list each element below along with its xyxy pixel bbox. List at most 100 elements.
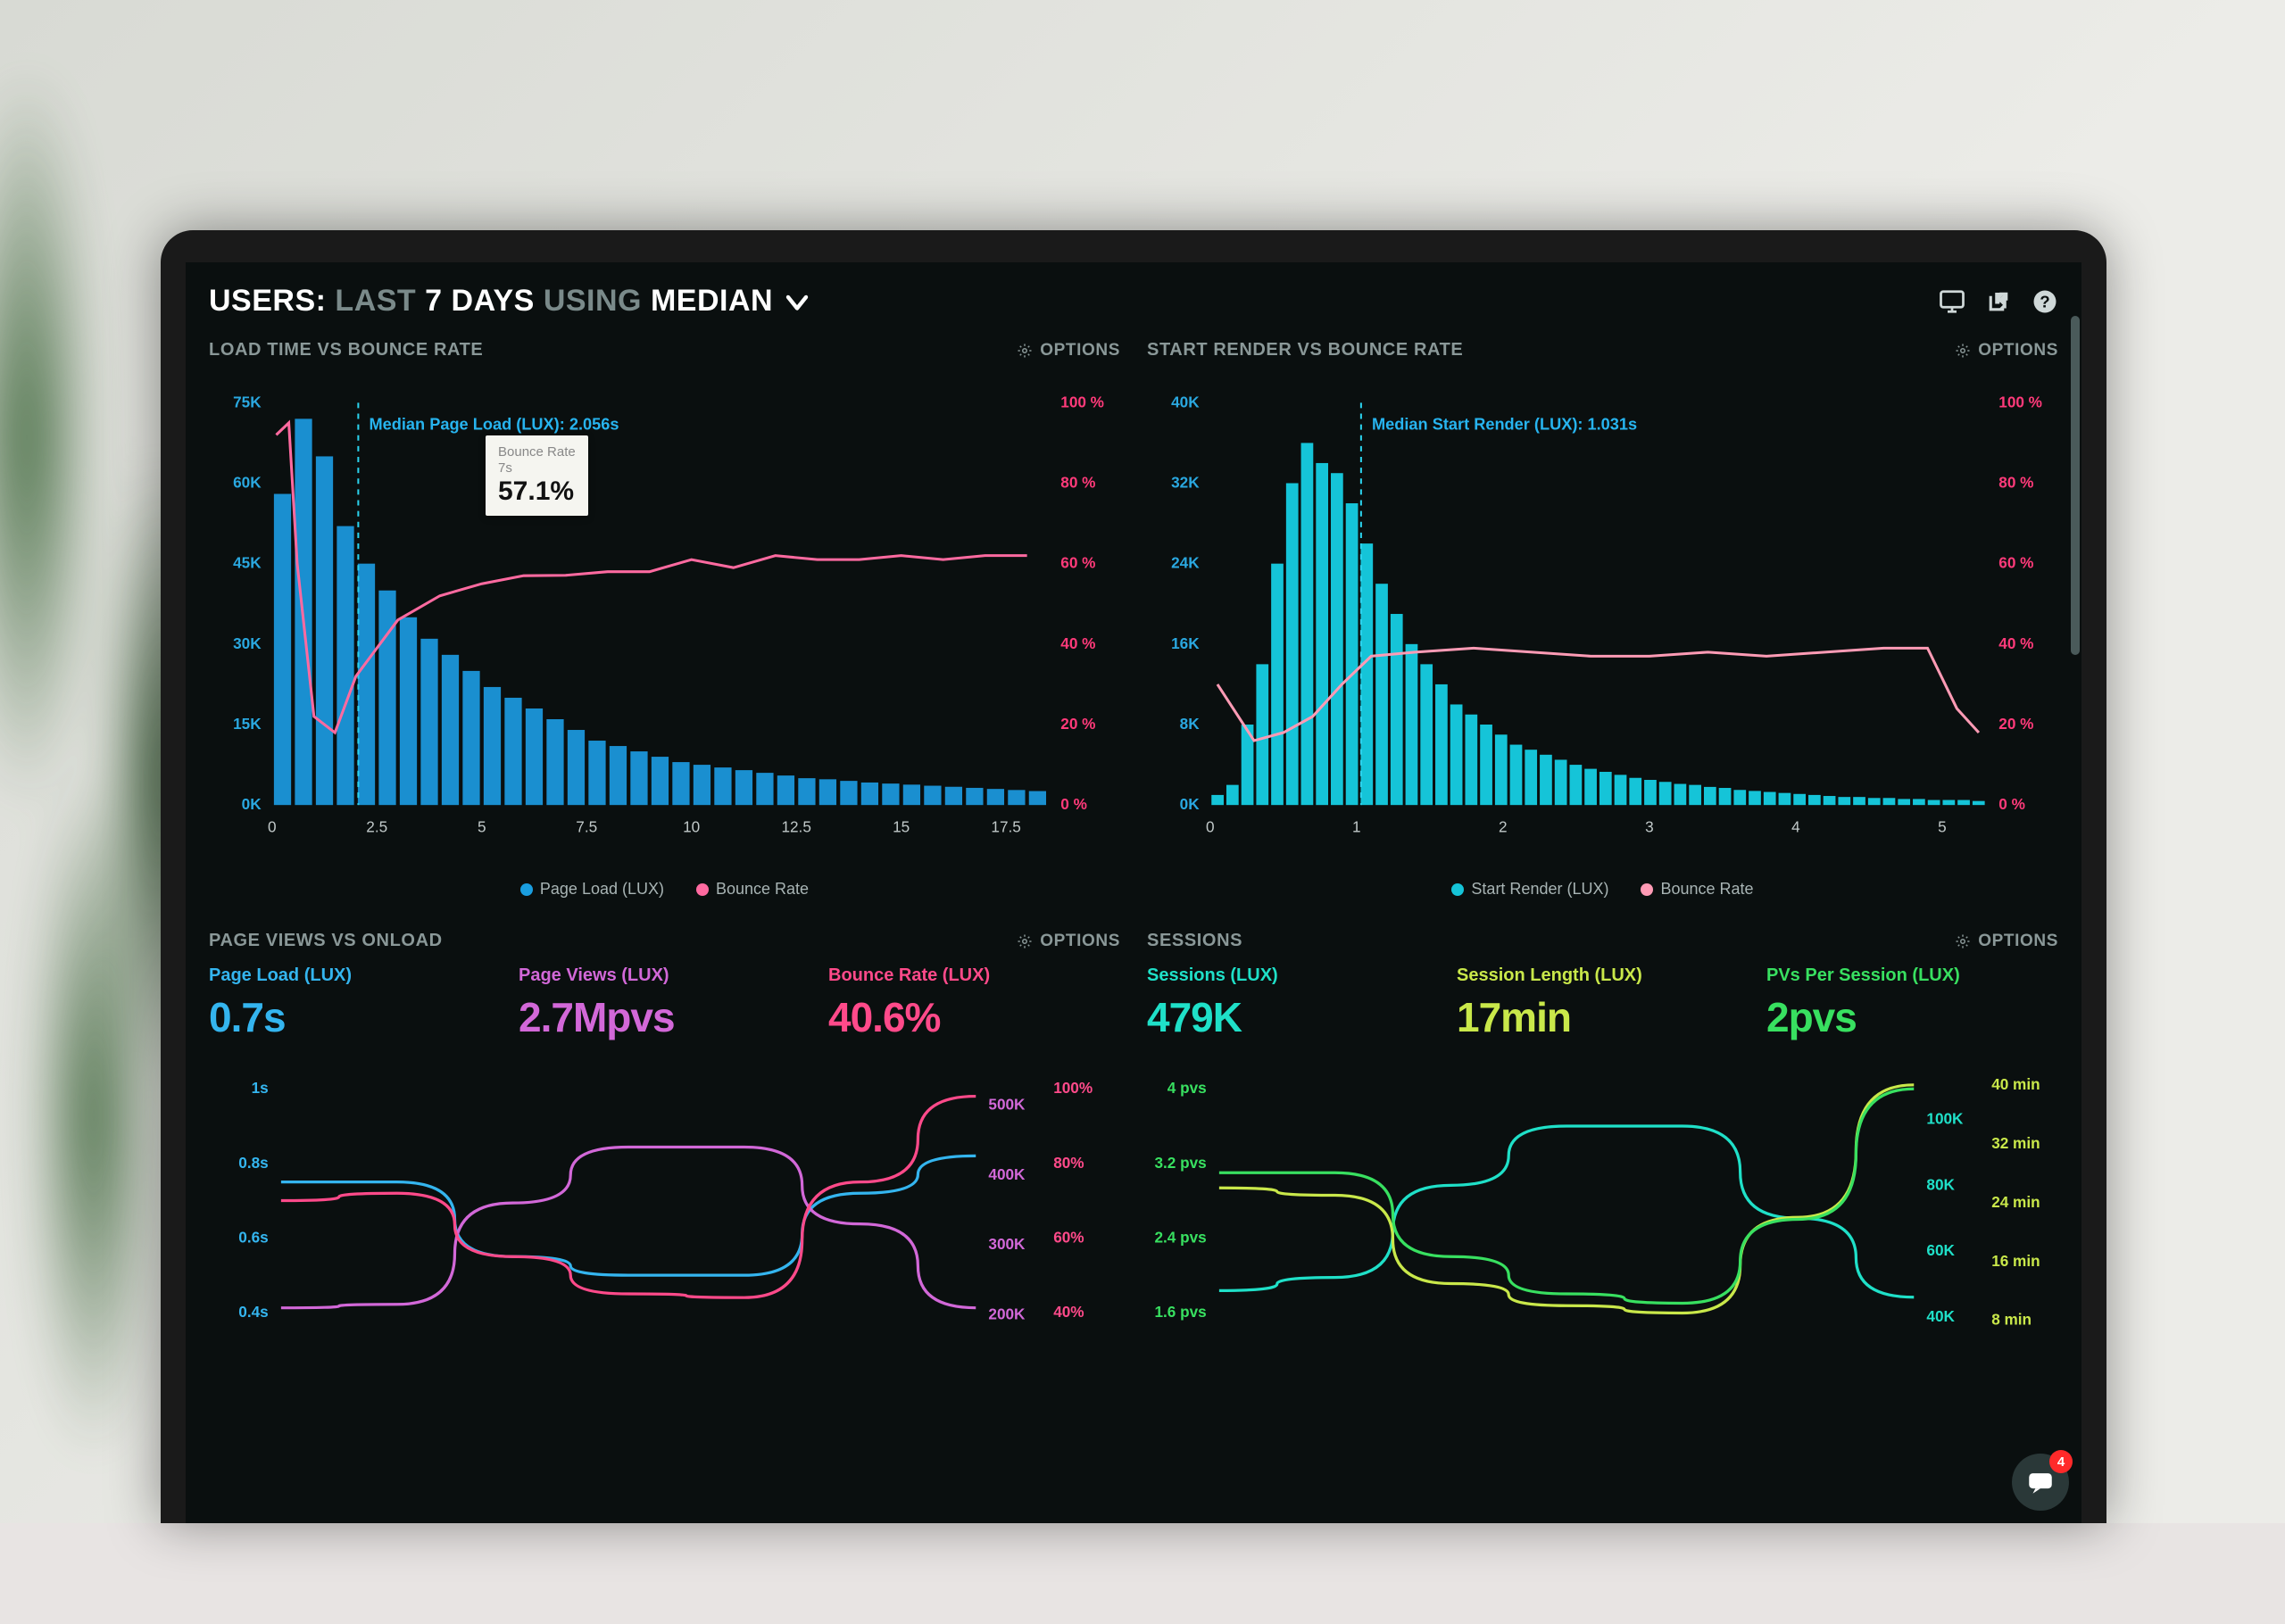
svg-text:300K: 300K	[988, 1235, 1026, 1253]
svg-text:80K: 80K	[1926, 1175, 1955, 1193]
gear-icon	[1017, 933, 1033, 949]
gear-icon	[1017, 343, 1033, 359]
svg-text:75K: 75K	[233, 393, 262, 410]
panel-options-button[interactable]: OPTIONS	[1955, 932, 2058, 951]
chat-widget[interactable]: 4	[2012, 1454, 2069, 1511]
svg-text:100 %: 100 %	[1060, 393, 1104, 410]
title-dropdown[interactable]	[782, 286, 812, 317]
svg-text:2.5: 2.5	[366, 818, 387, 836]
panel-options-button[interactable]: OPTIONS	[1955, 341, 2058, 360]
panel-options-button[interactable]: OPTIONS	[1017, 932, 1120, 951]
svg-text:15: 15	[893, 818, 910, 836]
svg-text:0 %: 0 %	[1998, 795, 2025, 813]
gear-icon	[1955, 933, 1971, 949]
svg-text:5: 5	[478, 818, 486, 836]
metric-row: Page Load (LUX)0.7s Page Views (LUX) 2.7Mp…	[209, 965, 1120, 1041]
scrollbar-thumb[interactable]	[2071, 316, 2080, 655]
page-header: USERS: LAST 7 DAYS USING MEDIAN ?	[186, 262, 2081, 335]
chart-legend: Page Load (LUX)Bounce Rate	[209, 880, 1120, 899]
share-icon[interactable]	[1985, 288, 2012, 315]
svg-text:40 %: 40 %	[1998, 634, 2033, 652]
svg-text:12.5: 12.5	[781, 818, 810, 836]
svg-text:40K: 40K	[1926, 1307, 1955, 1325]
svg-text:2.4 pvs: 2.4 pvs	[1154, 1228, 1206, 1246]
legend-item: Start Render (LUX)	[1451, 880, 1608, 899]
metric-label: Bounce Rate (LUX)	[828, 965, 1120, 986]
chart-page-views-onload[interactable]: 0.4s0.6s0.8s1s200K300K400K500K40%60%80%1…	[209, 1054, 1120, 1366]
metric-value: 2pvs	[1766, 993, 2058, 1041]
metric-label: PVs Per Session (LUX)	[1766, 965, 2058, 986]
chart-load-time-vs-bounce[interactable]: 0K15K30K45K60K75K0 %20 %40 %60 %80 %100 …	[209, 375, 1120, 874]
svg-text:500K: 500K	[988, 1096, 1026, 1114]
legend-item: Page Load (LUX)	[520, 880, 664, 899]
panel-sessions: SESSIONS OPTIONS Sessions (LUX)479KSessi…	[1147, 925, 2058, 1366]
svg-text:3: 3	[1645, 818, 1654, 836]
svg-text:200K: 200K	[988, 1305, 1026, 1323]
panel-page-views-vs-onload: PAGE VIEWS VS ONLOAD OPTIONS Page Load (…	[209, 925, 1120, 1366]
svg-text:24K: 24K	[1171, 554, 1200, 572]
metric-card: Page Load (LUX)0.7s	[209, 965, 501, 1041]
svg-text:60K: 60K	[1926, 1241, 1955, 1259]
svg-text:1: 1	[1352, 818, 1361, 836]
metric-card: Page Views (LUX) 2.7Mpvs	[519, 965, 810, 1041]
dashboard-screen: USERS: LAST 7 DAYS USING MEDIAN ?	[186, 262, 2081, 1523]
svg-text:0: 0	[268, 818, 277, 836]
svg-text:0.4s: 0.4s	[238, 1303, 268, 1321]
title-mid1: LAST	[335, 284, 416, 318]
panel-title: PAGE VIEWS VS ONLOAD	[209, 931, 443, 951]
chart-sessions[interactable]: 1.6 pvs2.4 pvs3.2 pvs4 pvs40K60K80K100K8…	[1147, 1054, 2058, 1366]
svg-text:7.5: 7.5	[576, 818, 597, 836]
metric-card: Sessions (LUX)479K	[1147, 965, 1439, 1041]
panel-options-button[interactable]: OPTIONS	[1017, 341, 1120, 360]
panel-start-render-vs-bounce: START RENDER VS BOUNCE RATE OPTIONS 0K 8K…	[1147, 335, 2058, 899]
gear-icon	[1955, 343, 1971, 359]
svg-text:40 min: 40 min	[1991, 1075, 2040, 1093]
svg-text:16K: 16K	[1171, 634, 1200, 652]
svg-text:0.6s: 0.6s	[238, 1228, 268, 1246]
chart-start-render-vs-bounce[interactable]: 0K8K16K24K32K40K0 %20 %40 %60 %80 %100 %…	[1147, 375, 2058, 874]
panel-title: START RENDER VS BOUNCE RATE	[1147, 340, 1463, 360]
metric-label: Page Views (LUX)	[519, 965, 810, 986]
svg-text:60K: 60K	[233, 474, 262, 492]
svg-text:3.2 pvs: 3.2 pvs	[1154, 1154, 1206, 1172]
options-label: OPTIONS	[1978, 932, 2058, 951]
svg-text:0: 0	[1206, 818, 1215, 836]
svg-text:8K: 8K	[1180, 715, 1201, 733]
svg-text:100 %: 100 %	[1998, 393, 2042, 410]
svg-text:4 pvs: 4 pvs	[1167, 1079, 1207, 1097]
svg-text:8 min: 8 min	[1991, 1311, 2032, 1329]
svg-text:60 %: 60 %	[1060, 554, 1095, 572]
metric-value: 40.6%	[828, 993, 1120, 1041]
metric-card: Session Length (LUX)17min	[1457, 965, 1749, 1041]
svg-text:?: ?	[2040, 292, 2049, 311]
laptop-frame: USERS: LAST 7 DAYS USING MEDIAN ?	[161, 230, 2106, 1523]
svg-text:5: 5	[1938, 818, 1947, 836]
svg-text:32K: 32K	[1171, 474, 1200, 492]
metric-label: Page Load (LUX)	[209, 965, 501, 986]
svg-text:40 %: 40 %	[1060, 634, 1095, 652]
svg-text:80 %: 80 %	[1060, 474, 1095, 492]
metric-card: PVs Per Session (LUX) 2pvs	[1766, 965, 2058, 1041]
svg-text:20 %: 20 %	[1060, 715, 1095, 733]
svg-text:30K: 30K	[233, 634, 262, 652]
metric-label: Sessions (LUX)	[1147, 965, 1439, 986]
help-icon[interactable]: ?	[2032, 288, 2058, 315]
svg-text:100%: 100%	[1053, 1079, 1093, 1097]
metric-label: Session Length (LUX)	[1457, 965, 1749, 986]
title-prefix: USERS:	[209, 284, 326, 318]
metric-value: 2.7Mpvs	[519, 993, 810, 1041]
svg-text:1s: 1s	[252, 1079, 269, 1097]
svg-text:100K: 100K	[1926, 1110, 1964, 1128]
svg-text:0K: 0K	[1180, 795, 1201, 813]
options-label: OPTIONS	[1040, 341, 1120, 360]
svg-text:32 min: 32 min	[1991, 1134, 2040, 1152]
panel-title: SESSIONS	[1147, 931, 1242, 951]
title-bold1: 7 DAYS	[425, 284, 535, 318]
svg-text:0 %: 0 %	[1060, 795, 1087, 813]
title-mid2: USING	[544, 284, 642, 318]
page-title: USERS: LAST 7 DAYS USING MEDIAN	[209, 284, 773, 319]
svg-text:24 min: 24 min	[1991, 1193, 2040, 1211]
monitor-icon[interactable]	[1939, 288, 1965, 315]
svg-text:60%: 60%	[1053, 1228, 1084, 1246]
svg-text:16 min: 16 min	[1991, 1252, 2040, 1270]
